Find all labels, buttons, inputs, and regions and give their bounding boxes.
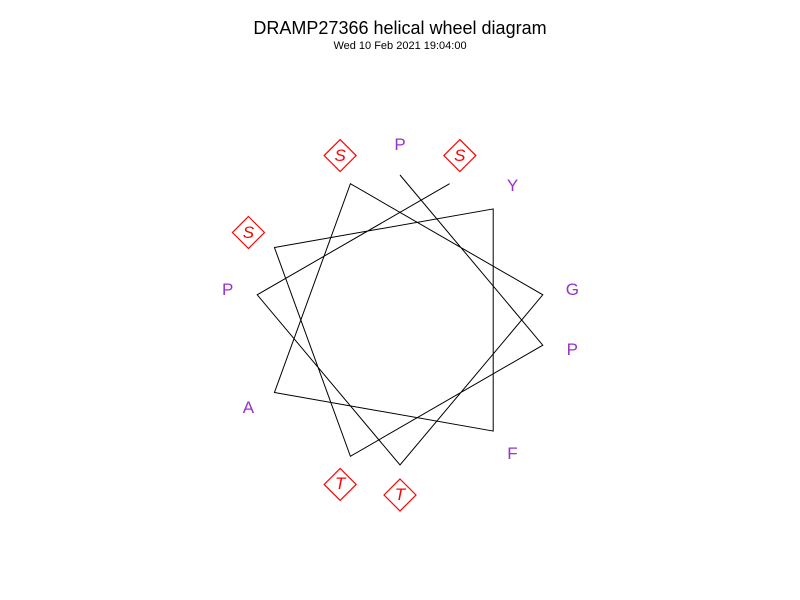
residue-label: S xyxy=(334,146,345,166)
helical-wheel-svg xyxy=(0,0,800,600)
residue-label: P xyxy=(394,135,405,155)
residue-label: T xyxy=(335,474,345,494)
residue-label: P xyxy=(567,340,578,360)
wheel-polyline xyxy=(257,175,543,465)
residue-label: T xyxy=(395,485,405,505)
residue-label: P xyxy=(222,280,233,300)
residue-label: A xyxy=(243,398,254,418)
residue-label: S xyxy=(243,223,254,243)
residue-label: S xyxy=(454,146,465,166)
residue-label: G xyxy=(566,280,579,300)
residue-label: Y xyxy=(507,176,518,196)
residue-label: F xyxy=(507,444,517,464)
